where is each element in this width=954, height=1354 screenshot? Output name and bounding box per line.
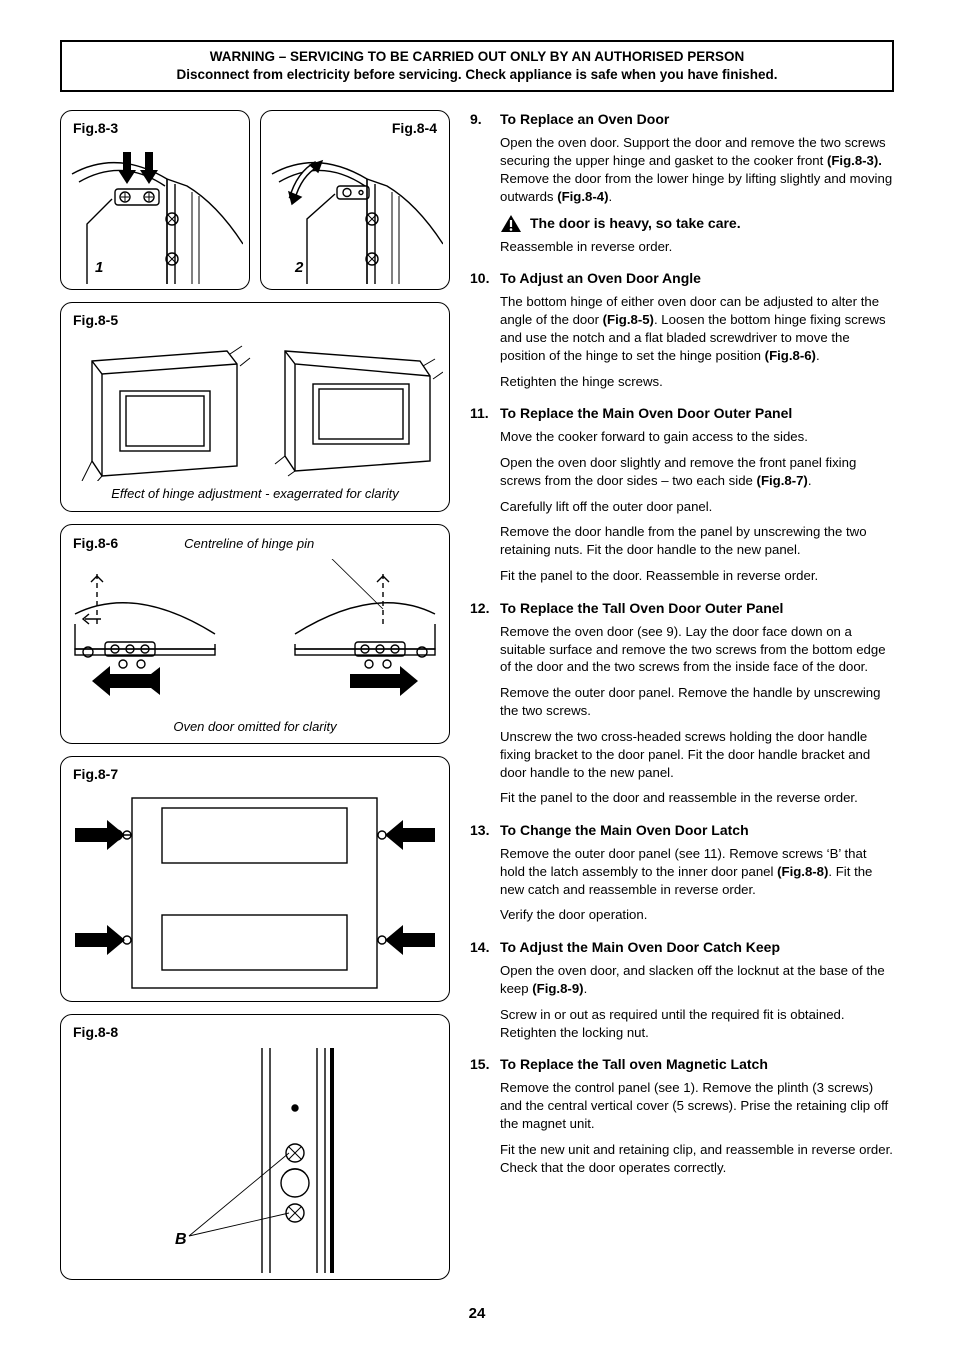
figure-8-7: Fig.8-7	[60, 756, 450, 1002]
step-11-num: 11.	[470, 404, 500, 593]
fig-8-4-num: 2	[294, 259, 304, 276]
step-14-p2: Screw in or out as required until the re…	[500, 1006, 894, 1042]
step-15: 15. To Replace the Tall oven Magnetic La…	[470, 1055, 894, 1184]
fig-8-7-label: Fig.8-7	[67, 763, 443, 790]
step-13-title: To Change the Main Oven Door Latch	[500, 821, 894, 840]
step-11: 11. To Replace the Main Oven Door Outer …	[470, 404, 894, 593]
step-11-title: To Replace the Main Oven Door Outer Pane…	[500, 404, 894, 423]
step-12-title: To Replace the Tall Oven Door Outer Pane…	[500, 599, 894, 618]
step-9-num: 9.	[470, 110, 500, 263]
fig-8-6-omitted: Oven door omitted for clarity	[67, 714, 443, 738]
step-15-num: 15.	[470, 1055, 500, 1184]
step-14-num: 14.	[470, 938, 500, 1049]
step-10: 10. To Adjust an Oven Door Angle The bot…	[470, 269, 894, 398]
step-11-p5: Fit the panel to the door. Reassemble in…	[500, 567, 894, 585]
step-11-p4: Remove the door handle from the panel by…	[500, 523, 894, 559]
fig-8-8-diagram: B	[67, 1048, 443, 1273]
step-12-num: 12.	[470, 599, 500, 815]
fig-8-3-label: Fig.8-3	[67, 117, 243, 144]
step-14-title: To Adjust the Main Oven Door Catch Keep	[500, 938, 894, 957]
fig-8-6-label: Fig.8-6	[67, 532, 124, 559]
step-10-num: 10.	[470, 269, 500, 398]
step-15-title: To Replace the Tall oven Magnetic Latch	[500, 1055, 894, 1074]
fig-8-8-label: Fig.8-8	[67, 1021, 443, 1048]
step-15-p2: Fit the new unit and retaining clip, and…	[500, 1141, 894, 1177]
figure-8-8: Fig.8-8	[60, 1014, 450, 1280]
step-12-p3: Unscrew the two cross-headed screws hold…	[500, 728, 894, 781]
instructions-column: 9. To Replace an Oven Door Open the oven…	[470, 110, 894, 1280]
fig-8-5-diagram	[67, 336, 443, 481]
step-11-p2: Open the oven door slightly and remove t…	[500, 454, 894, 490]
fig-8-6-centreline: Centreline of hinge pin	[184, 531, 314, 553]
warning-line2: Disconnect from electricity before servi…	[72, 66, 882, 84]
step-9-p2: Reassemble in reverse order.	[500, 238, 894, 256]
page-number: 24	[60, 1304, 894, 1324]
fig-8-5-caption: Effect of hinge adjustment - exagerrated…	[67, 481, 443, 505]
warning-box: WARNING – SERVICING TO BE CARRIED OUT ON…	[60, 40, 894, 92]
step-12-p2: Remove the outer door panel. Remove the …	[500, 684, 894, 720]
step-13-p1: Remove the outer door panel (see 11). Re…	[500, 845, 894, 898]
figure-8-4: Fig.8-4	[260, 110, 450, 290]
step-13-num: 13.	[470, 821, 500, 932]
step-12-p1: Remove the oven door (see 9). Lay the do…	[500, 623, 894, 676]
warning-triangle-icon	[500, 214, 522, 234]
fig-8-4-label: Fig.8-4	[267, 117, 443, 144]
figure-8-6: Fig.8-6 Centreline of hinge pin	[60, 524, 450, 744]
step-15-p1: Remove the control panel (see 1). Remove…	[500, 1079, 894, 1132]
step-11-p1: Move the cooker forward to gain access t…	[500, 428, 894, 446]
fig-8-4-diagram: 2	[267, 144, 443, 284]
fig-8-6-diagram	[67, 559, 443, 714]
step-13: 13. To Change the Main Oven Door Latch R…	[470, 821, 894, 932]
fig-8-5-label: Fig.8-5	[67, 309, 443, 336]
step-9-warning-text: The door is heavy, so take care.	[530, 214, 741, 233]
step-14-p1: Open the oven door, and slacken off the …	[500, 962, 894, 998]
step-10-title: To Adjust an Oven Door Angle	[500, 269, 894, 288]
step-9: 9. To Replace an Oven Door Open the oven…	[470, 110, 894, 263]
figure-8-5: Fig.8-5	[60, 302, 450, 511]
step-12-p4: Fit the panel to the door and reassemble…	[500, 789, 894, 807]
step-9-title: To Replace an Oven Door	[500, 110, 894, 129]
step-10-p1: The bottom hinge of either oven door can…	[500, 293, 894, 364]
step-12: 12. To Replace the Tall Oven Door Outer …	[470, 599, 894, 815]
step-11-p3: Carefully lift off the outer door panel.	[500, 498, 894, 516]
step-9-p1: Open the oven door. Support the door and…	[500, 134, 894, 205]
warning-line1: WARNING – SERVICING TO BE CARRIED OUT ON…	[72, 48, 882, 66]
fig-8-7-diagram	[67, 790, 443, 995]
step-9-warning: The door is heavy, so take care.	[500, 214, 894, 234]
step-14: 14. To Adjust the Main Oven Door Catch K…	[470, 938, 894, 1049]
fig-8-3-diagram: 1	[67, 144, 243, 284]
figure-8-3: Fig.8-3	[60, 110, 250, 290]
fig-8-8-b-label: B	[175, 1231, 187, 1248]
step-13-p2: Verify the door operation.	[500, 906, 894, 924]
columns: Fig.8-3	[60, 110, 894, 1280]
figures-column: Fig.8-3	[60, 110, 450, 1280]
fig-8-3-num: 1	[95, 259, 103, 276]
step-10-p2: Retighten the hinge screws.	[500, 373, 894, 391]
